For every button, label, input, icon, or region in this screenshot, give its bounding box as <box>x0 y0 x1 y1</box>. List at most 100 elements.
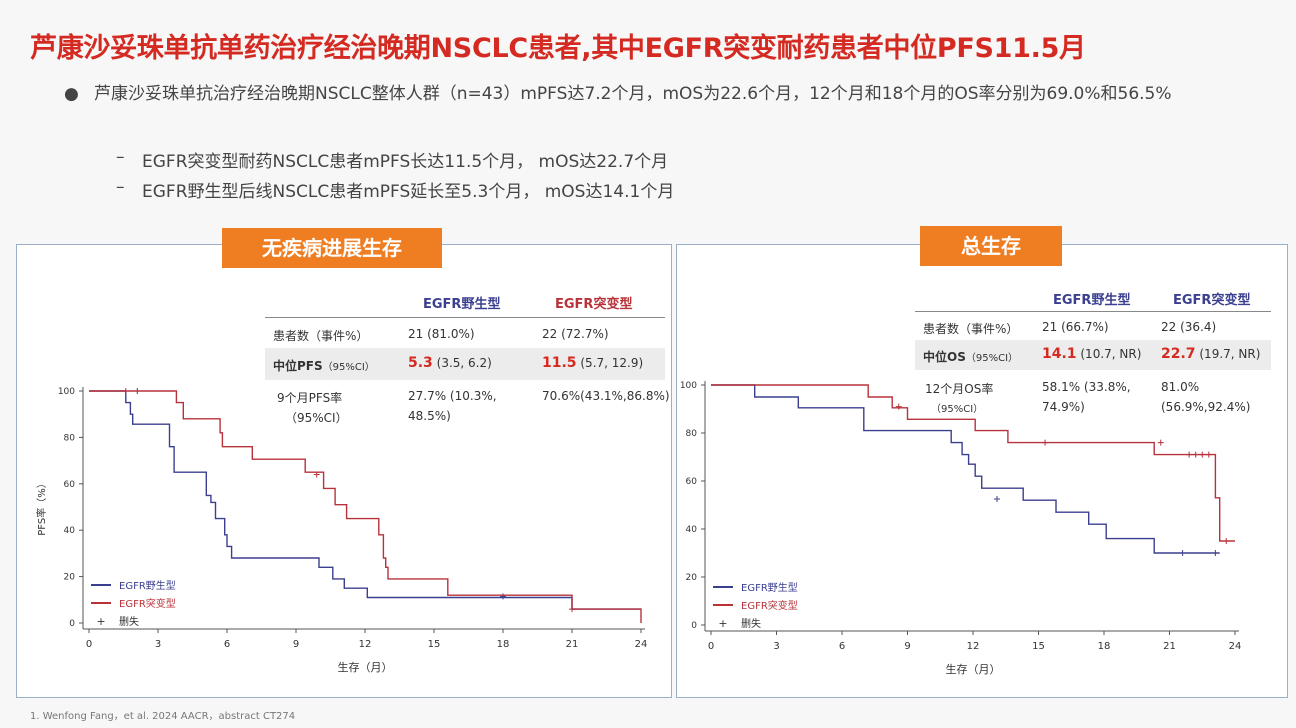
censor-mark <box>500 593 506 600</box>
os-row3-wild2: 74.9%) <box>1042 400 1085 414</box>
os-col-mut: EGFR突变型 <box>1173 293 1251 308</box>
censor-mark <box>1157 439 1164 446</box>
censor-mark <box>569 606 575 613</box>
x-tick-label: 12 <box>359 639 372 650</box>
x-tick-label: 15 <box>1032 641 1045 652</box>
censor-mark <box>1179 550 1186 556</box>
legend-label: 删失 <box>119 615 139 628</box>
x-tick-label: 0 <box>708 641 714 652</box>
y-tick-label: 20 <box>64 573 76 583</box>
pfs-median-mut-ci: (5.7, 12.9) <box>580 356 644 370</box>
x-tick-label: 18 <box>497 639 510 650</box>
pfs-row3-wild1: 27.7% (10.3%, <box>408 389 497 403</box>
table-divider <box>265 317 665 318</box>
x-tick-label: 24 <box>1229 641 1242 652</box>
os-badge: 总生存 <box>920 226 1062 266</box>
x-tick-label: 0 <box>86 639 92 650</box>
pfs-badge: 无疾病进展生存 <box>222 228 442 268</box>
os-col-wild: EGFR野生型 <box>1053 293 1131 308</box>
x-tick-label: 6 <box>224 639 230 650</box>
x-axis-label: 生存（月） <box>338 660 393 674</box>
pfs-panel: 0 3 6 9 12 15 18 21 24 0 20 40 60 80 100 生存（月） PFS率（%） EG… <box>16 244 672 698</box>
bullet-dot-icon: ● <box>64 84 79 104</box>
y-tick-label: 20 <box>686 573 698 583</box>
os-row2-label: 中位OS <box>923 350 966 364</box>
x-axis-label: 生存（月） <box>946 662 1001 676</box>
os-row3-label1: 12个月OS率 <box>925 382 994 396</box>
censor-legend-icon: + <box>96 615 105 628</box>
x-tick-label: 6 <box>839 641 845 652</box>
censor-mark <box>1199 451 1206 458</box>
pfs-chart: 0 3 6 9 12 15 18 21 24 0 20 40 60 80 100 生存（月） PFS率（%） EG… <box>35 387 647 674</box>
page-title: 芦康沙妥珠单抗单药治疗经治晚期NSCLC患者,其中EGFR突变耐药患者中位PFS… <box>30 33 1086 64</box>
footnote: 1. Wenfong Fang，et al. 2024 AACR，abstrac… <box>30 711 296 722</box>
pfs-row1-wild: 21 (81.0%) <box>408 327 475 341</box>
legend-label: EGFR野生型 <box>741 581 798 594</box>
os-row1-mut: 22 (36.4) <box>1161 320 1217 334</box>
dash-icon: – <box>116 147 125 167</box>
pfs-row2-wild: 5.3 (3.5, 6.2) <box>408 355 492 371</box>
y-tick-label: 0 <box>69 619 75 629</box>
y-tick-label: 80 <box>686 429 698 439</box>
pfs-row2-shade <box>265 348 665 380</box>
pfs-col-mut: EGFR突变型 <box>555 297 633 312</box>
os-panel: 0 3 6 9 12 15 18 21 24 0 20 40 60 80 100 生存（月） EGFR野生型 EG… <box>676 244 1288 698</box>
os-row2-shade <box>915 340 1271 370</box>
os-median-mut: 22.7 <box>1161 346 1196 362</box>
y-tick-label: 60 <box>64 480 76 490</box>
x-tick-label: 21 <box>566 639 579 650</box>
pfs-table: EGFR野生型 EGFR突变型 患者数（事件%） 21 (81.0%) 22 (… <box>265 285 670 435</box>
dash-icon: – <box>116 177 125 197</box>
os-row1-label: 患者数（事件%） <box>923 322 1019 336</box>
pfs-row2-label-wrap: 中位PFS（95%CI） <box>273 357 375 374</box>
censor-legend-icon: + <box>718 617 727 630</box>
pfs-row1-label: 患者数（事件%） <box>273 329 369 343</box>
km-curve-mut <box>711 384 1235 542</box>
km-curve-mut <box>89 390 642 623</box>
os-row2-wild: 14.1 (10.7, NR) <box>1042 346 1141 362</box>
legend-label: 删失 <box>741 617 761 630</box>
x-tick-label: 9 <box>904 641 910 652</box>
censor-mark <box>1212 550 1219 556</box>
legend-label: EGFR突变型 <box>741 599 798 612</box>
sub-bullet-1-text: EGFR突变型耐药NSCLC患者mPFS长达11.5个月， mOS达22.7个月 <box>142 152 669 172</box>
y-tick-label: 0 <box>691 621 697 631</box>
pfs-median-mut: 11.5 <box>542 355 577 371</box>
pfs-median-wild-ci: (3.5, 6.2) <box>436 356 492 370</box>
y-tick-label: 40 <box>64 526 76 536</box>
censor-mark <box>1192 451 1199 458</box>
os-row1-wild: 21 (66.7%) <box>1042 320 1109 334</box>
legend-label: EGFR野生型 <box>119 579 176 592</box>
x-tick-label: 21 <box>1163 641 1176 652</box>
x-tick-label: 18 <box>1098 641 1111 652</box>
km-curve-wild <box>711 384 1220 554</box>
os-row3-wild1: 58.1% (33.8%, <box>1042 380 1131 394</box>
pfs-row2-ci: （95%CI） <box>322 362 375 373</box>
censor-mark <box>313 471 320 478</box>
pfs-row3-label2: （95%CI） <box>285 411 348 425</box>
os-median-wild-ci: (10.7, NR) <box>1080 347 1142 361</box>
censor-mark <box>1223 538 1230 544</box>
sub-bullet-2-text: EGFR野生型后线NSCLC患者mPFS延长至5.3个月， mOS达14.1个月 <box>142 182 675 202</box>
y-tick-label: 100 <box>680 381 697 391</box>
os-row3-mut1: 81.0% <box>1161 380 1200 394</box>
y-tick-label: 60 <box>686 477 698 487</box>
censor-mark <box>1205 451 1212 458</box>
main-bullet-text: 芦康沙妥珠单抗治疗经治晚期NSCLC整体人群（n=43）mPFS达7.2个月，m… <box>94 84 1172 104</box>
os-row3-mut2: (56.9%,92.4%) <box>1161 400 1251 414</box>
censor-mark <box>122 388 129 394</box>
pfs-row1-mut: 22 (72.7%) <box>542 327 609 341</box>
os-median-mut-ci: (19.7, NR) <box>1199 347 1261 361</box>
censor-mark <box>994 496 1001 502</box>
x-tick-label: 15 <box>428 639 441 650</box>
pfs-median-wild: 5.3 <box>408 355 433 371</box>
y-tick-label: 100 <box>58 387 75 397</box>
censor-mark <box>1042 439 1049 446</box>
pfs-row3-wild2: 48.5%) <box>408 409 451 423</box>
pfs-row2-mut: 11.5 (5.7, 12.9) <box>542 355 643 371</box>
os-row2-mut: 22.7 (19.7, NR) <box>1161 346 1260 362</box>
y-tick-label: 40 <box>686 525 698 535</box>
pfs-row2-label: 中位PFS <box>273 359 323 373</box>
y-tick-label: 80 <box>64 433 76 443</box>
os-row2-label-wrap: 中位OS（95%CI） <box>923 348 1018 365</box>
